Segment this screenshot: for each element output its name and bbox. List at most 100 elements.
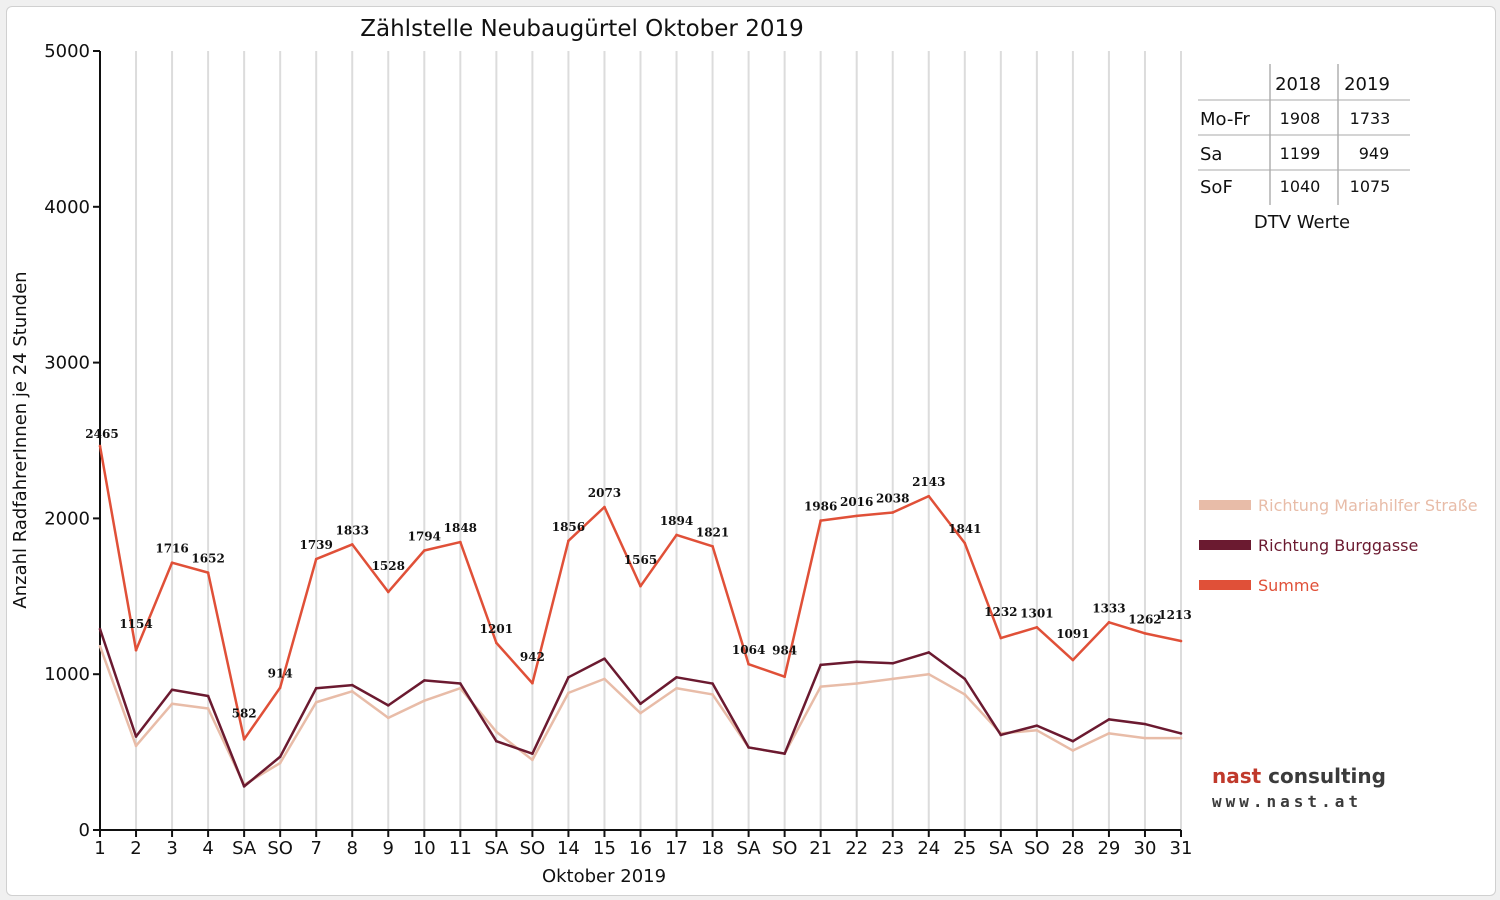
legend-swatch-mariahilfer bbox=[1199, 500, 1251, 510]
data-label: 984 bbox=[772, 644, 797, 658]
data-point bbox=[891, 677, 895, 681]
chart-title: Zählstelle Neubaugürtel Oktober 2019 bbox=[360, 16, 803, 42]
grid bbox=[135, 51, 1182, 830]
data-point bbox=[639, 584, 642, 588]
data-label: 1091 bbox=[1056, 627, 1089, 641]
data-label: 1528 bbox=[372, 559, 405, 573]
legend-swatch-summe bbox=[1199, 580, 1251, 590]
x-tick-label: 9 bbox=[383, 838, 394, 859]
data-point bbox=[783, 752, 786, 755]
x-tick-label: 11 bbox=[449, 838, 472, 859]
data-point bbox=[1071, 749, 1075, 752]
data-point bbox=[1143, 632, 1147, 635]
data-label: 1154 bbox=[119, 617, 152, 631]
dtv-cell: 949 bbox=[1359, 144, 1390, 163]
data-label: 1201 bbox=[480, 622, 513, 636]
data-point bbox=[711, 693, 714, 696]
data-point bbox=[675, 676, 678, 679]
legend-swatch-burggasse bbox=[1199, 540, 1251, 550]
dtv-header-2018: 2018 bbox=[1275, 74, 1321, 95]
data-label: 2465 bbox=[85, 427, 118, 441]
data-point bbox=[1107, 718, 1111, 721]
x-tick-label: SO bbox=[1024, 838, 1050, 859]
x-tick-label: 23 bbox=[881, 838, 904, 859]
data-point bbox=[855, 682, 858, 685]
data-point bbox=[170, 688, 174, 692]
data-point bbox=[314, 700, 318, 704]
data-labels: 2465115417161652582914173918331528179418… bbox=[85, 427, 1191, 720]
data-point bbox=[459, 682, 462, 685]
legend-label-summe: Summe bbox=[1258, 576, 1319, 595]
legend: Richtung Mariahilfer Straße Richtung Bur… bbox=[1199, 496, 1478, 595]
x-tick-label: 7 bbox=[310, 838, 321, 859]
logo-name-part1: nast bbox=[1212, 764, 1262, 788]
x-tick-label: SA bbox=[737, 838, 762, 859]
data-point bbox=[423, 699, 426, 702]
x-tick-label: 18 bbox=[701, 838, 724, 859]
data-point bbox=[927, 651, 931, 654]
data-point bbox=[423, 679, 426, 682]
data-point bbox=[603, 657, 606, 660]
y-tick-label: 4000 bbox=[44, 197, 90, 218]
x-tick-label: 15 bbox=[593, 838, 616, 859]
x-tick-label: 31 bbox=[1170, 838, 1193, 859]
data-point bbox=[386, 704, 390, 707]
data-point bbox=[1071, 739, 1075, 743]
x-tick-label: 1 bbox=[94, 838, 105, 859]
x-tick-label: 28 bbox=[1061, 838, 1084, 859]
data-point bbox=[1035, 626, 1039, 629]
data-point bbox=[639, 702, 642, 706]
data-point bbox=[278, 755, 282, 759]
data-point bbox=[134, 648, 138, 652]
dtv-row-label: Sa bbox=[1200, 144, 1222, 165]
logo-url: www.nast.at bbox=[1212, 792, 1362, 811]
data-point bbox=[819, 663, 822, 667]
x-tick-label: SA bbox=[989, 838, 1014, 859]
dtv-table: 2018 2019 Mo-Fr 1908 1733 Sa 1199 949 So… bbox=[1198, 64, 1410, 233]
dtv-cell: 1075 bbox=[1350, 177, 1391, 196]
data-point bbox=[927, 494, 931, 498]
data-point bbox=[98, 627, 102, 631]
x-tick-label: SA bbox=[484, 838, 509, 859]
data-point bbox=[98, 644, 102, 648]
data-point bbox=[999, 733, 1003, 737]
x-tick-label: 24 bbox=[917, 838, 940, 859]
series-lines bbox=[98, 444, 1183, 788]
data-point bbox=[963, 541, 967, 545]
data-point bbox=[386, 716, 390, 720]
data-point bbox=[350, 683, 354, 687]
data-point bbox=[1035, 724, 1039, 727]
x-tick-label: 16 bbox=[629, 838, 652, 859]
data-label: 1841 bbox=[948, 522, 981, 536]
x-tick-label: 17 bbox=[665, 838, 688, 859]
data-point bbox=[242, 785, 246, 788]
data-point bbox=[531, 758, 534, 762]
data-point bbox=[567, 676, 570, 679]
data-label: 1262 bbox=[1128, 612, 1161, 626]
y-tick-label: 1000 bbox=[44, 664, 90, 685]
data-point bbox=[855, 514, 858, 518]
data-point bbox=[459, 686, 462, 690]
data-point bbox=[999, 636, 1003, 640]
data-label: 1213 bbox=[1158, 608, 1191, 622]
data-point bbox=[819, 685, 822, 688]
data-label: 1652 bbox=[191, 552, 224, 566]
x-tick-label: 14 bbox=[557, 838, 580, 859]
x-tick-label: 4 bbox=[202, 838, 213, 859]
x-tick-label: 22 bbox=[845, 838, 868, 859]
data-point bbox=[963, 693, 967, 696]
data-point bbox=[459, 540, 462, 544]
data-label: 1794 bbox=[408, 529, 441, 543]
data-point bbox=[314, 686, 318, 690]
x-tick-label: 29 bbox=[1097, 838, 1120, 859]
data-point bbox=[350, 690, 354, 693]
data-point bbox=[1071, 658, 1075, 662]
data-point bbox=[747, 662, 750, 666]
data-point bbox=[891, 661, 895, 665]
data-point bbox=[1179, 732, 1183, 735]
x-tick-label: 30 bbox=[1134, 838, 1157, 859]
x-tick-label: 3 bbox=[166, 838, 177, 859]
data-point bbox=[855, 660, 858, 664]
